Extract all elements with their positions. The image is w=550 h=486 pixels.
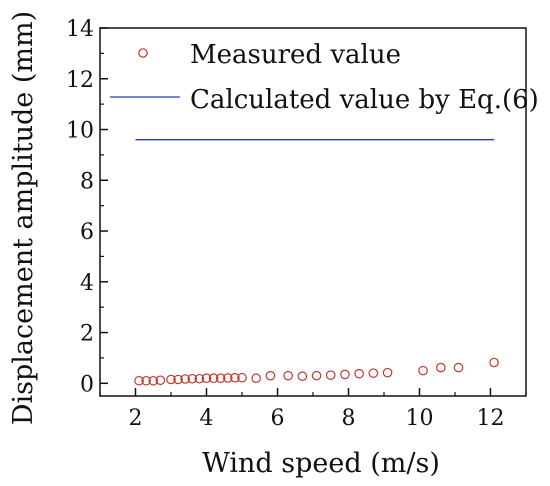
measured-point [166, 374, 176, 385]
measured-point [418, 365, 428, 376]
y-tick-label: 2 [80, 322, 94, 347]
y-tick-label: 0 [80, 372, 94, 397]
measured-point [251, 373, 262, 384]
x-tick-label: 6 [271, 406, 285, 431]
measured-point [201, 373, 212, 384]
measured-point [155, 375, 166, 386]
y-tick-label: 14 [66, 17, 94, 42]
legend-measured-marker [138, 48, 148, 58]
measured-point [141, 375, 151, 386]
y-tick-label: 6 [80, 220, 94, 245]
x-tick-label: 8 [342, 406, 356, 431]
y-tick-label: 4 [80, 271, 94, 296]
x-tick-label: 12 [477, 406, 505, 431]
measured-point [325, 370, 336, 380]
y-axis-title: Displacement amplitude (mm) [8, 11, 39, 425]
measured-point [297, 371, 308, 382]
measured-point [382, 367, 393, 378]
measured-point [134, 375, 144, 386]
measured-point [489, 357, 499, 368]
x-axis-title: Wind speed (m/s) [202, 448, 440, 479]
legend: Measured value Calculated value by Eq.(6) [110, 40, 539, 115]
series-layer [134, 139, 499, 386]
measured-point [173, 374, 183, 385]
measured-point [187, 373, 198, 384]
measured-point [148, 375, 159, 386]
measured-point [340, 369, 350, 380]
measured-point [311, 370, 322, 381]
y-tick-label: 10 [66, 119, 94, 144]
plot-frame [99, 27, 527, 397]
measured-point [368, 368, 379, 378]
measured-point [180, 374, 190, 384]
measured-point [237, 372, 247, 383]
measured-point [208, 373, 219, 384]
x-axis-ticks: 2 4 6 8 10 12 [99, 388, 527, 431]
plot-border [99, 27, 527, 397]
y-tick-label: 8 [80, 169, 94, 194]
measured-point [223, 373, 233, 383]
measured-point [230, 372, 240, 383]
x-tick-label: 10 [406, 406, 434, 431]
legend-calculated-label: Calculated value by Eq.(6) [190, 85, 539, 115]
measured-point [194, 373, 205, 384]
measured-point [283, 370, 293, 381]
legend-measured-label: Measured value [190, 40, 401, 70]
measured-point [453, 362, 464, 373]
y-tick-label: 12 [66, 68, 94, 93]
x-tick-label: 4 [200, 406, 214, 431]
y-axis-ticks: 0 2 4 6 8 10 12 14 [66, 17, 108, 397]
x-tick-label: 2 [129, 406, 143, 431]
measured-point [265, 370, 276, 381]
measured-point [354, 368, 364, 379]
measured-point [435, 362, 446, 373]
measured-point [215, 373, 226, 384]
